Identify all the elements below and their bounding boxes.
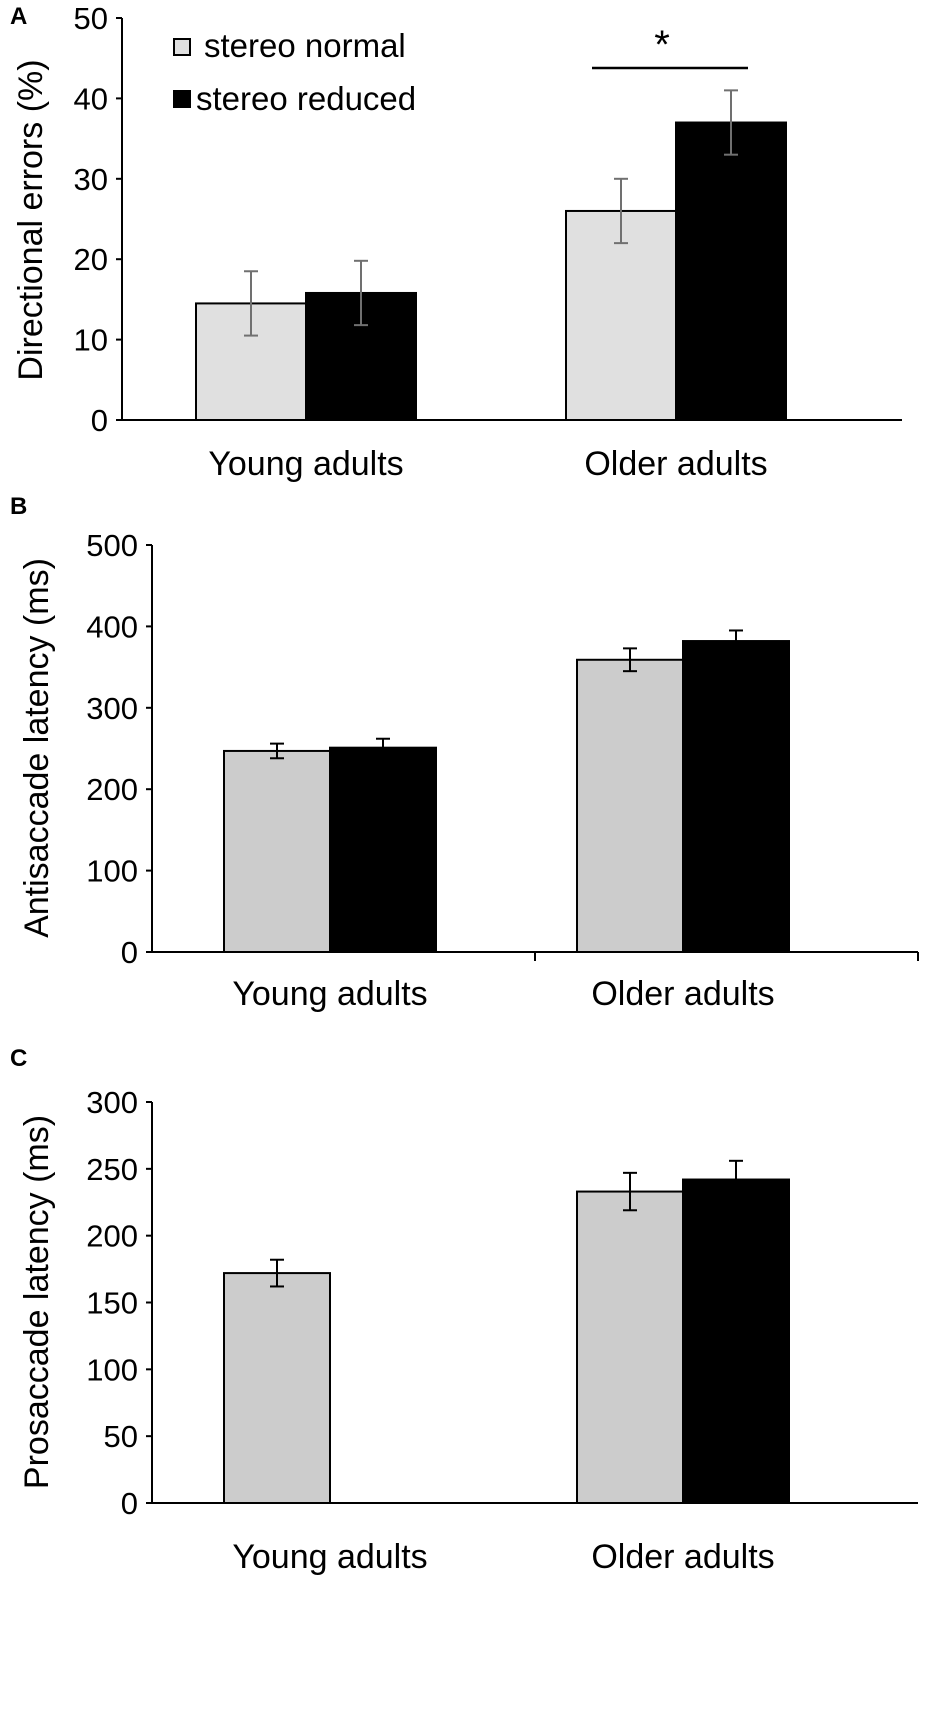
significance-star: * — [654, 23, 670, 67]
category-label: Older adults — [584, 445, 767, 483]
y-tick-label: 250 — [86, 1152, 138, 1187]
panel-letter: B — [10, 493, 27, 520]
bar-stereo-normal — [223, 749, 331, 954]
y-axis-title: Directional errors (%) — [12, 59, 50, 380]
y-tick-label: 0 — [121, 935, 138, 970]
y-axis-title: Antisaccade latency (ms) — [18, 558, 56, 938]
y-tick-label: 200 — [86, 1219, 138, 1254]
y-tick-label: 50 — [74, 1, 108, 36]
category-label: Older adults — [591, 975, 774, 1013]
y-tick-label: 200 — [86, 772, 138, 807]
bar-stereo-reduced — [682, 640, 790, 953]
y-tick-label: 300 — [86, 1085, 138, 1120]
category-label: Young adults — [208, 445, 403, 483]
panel-c: C 0 50 100 150 200 250 300 Young adults Older adu… — [10, 1045, 918, 1576]
panel-letter: C — [10, 1045, 27, 1072]
legend-swatch-stereo-reduced — [173, 90, 191, 108]
legend-swatch-stereo-normal — [173, 38, 191, 56]
category-label: Older adults — [591, 1538, 774, 1576]
y-tick-label: 150 — [86, 1286, 138, 1321]
bar-stereo-normal — [223, 1272, 331, 1505]
panel-b: B 0 100 200 300 400 500 Young adults Older adult… — [10, 493, 919, 1013]
bar-stereo-reduced — [329, 746, 437, 953]
bar-stereo-reduced — [682, 1178, 790, 1504]
y-tick-label: 100 — [86, 854, 138, 889]
y-tick-label: 500 — [86, 528, 138, 563]
category-label: Young adults — [232, 975, 427, 1013]
bar-stereo-normal — [576, 658, 684, 953]
legend-label-stereo-normal: stereo normal — [204, 27, 406, 64]
panel-a: A 0 10 20 30 40 50 Young adults Older adults Dire… — [10, 1, 902, 483]
y-axis-title: Prosaccade latency (ms) — [18, 1115, 56, 1489]
bar-stereo-normal — [576, 1190, 684, 1504]
y-tick-label: 50 — [104, 1419, 138, 1454]
panel-letter: A — [10, 3, 27, 30]
category-label: Young adults — [232, 1538, 427, 1576]
y-tick-label: 30 — [74, 162, 108, 197]
y-tick-label: 100 — [86, 1352, 138, 1387]
y-tick-label: 0 — [121, 1486, 138, 1521]
y-tick-label: 0 — [91, 403, 108, 438]
y-tick-label: 10 — [74, 323, 108, 358]
y-tick-label: 300 — [86, 691, 138, 726]
y-tick-label: 20 — [74, 242, 108, 277]
y-tick-label: 400 — [86, 609, 138, 644]
y-tick-label: 40 — [74, 81, 108, 116]
bar-stereo-reduced — [675, 121, 787, 422]
legend-label-stereo-reduced: stereo reduced — [196, 80, 416, 117]
